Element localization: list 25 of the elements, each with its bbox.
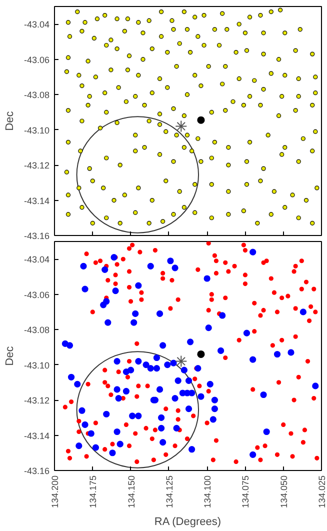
y-tick-label: -43.16	[24, 231, 50, 241]
y-tick-label: -43.10	[24, 360, 50, 370]
x-tick-label: 134.025	[317, 475, 327, 508]
x-tick-label: 134.050	[278, 475, 289, 508]
x-tick-label: 134.200	[50, 475, 60, 508]
y-tick-label: -43.10	[24, 125, 50, 136]
y-tick-label: -43.16	[24, 466, 50, 476]
x-tick-label: 134.175	[88, 475, 98, 508]
x-tick-label: 134.150	[126, 475, 136, 508]
y-tick-label: -43.06	[24, 54, 50, 65]
x-axis-title: RA (Degrees)	[154, 516, 222, 528]
y-tick-label: -43.06	[24, 290, 50, 300]
y-tick-label: -43.14	[24, 196, 50, 206]
x-tick-label: 134.075	[240, 475, 251, 508]
x-tick-label: 134.125	[164, 475, 174, 508]
y-tick-label: -43.14	[24, 430, 50, 441]
y-axis-title: Dec	[4, 346, 16, 366]
y-tick-label: -43.08	[24, 325, 50, 336]
y-axis-title: Dec	[4, 110, 16, 131]
y-tick-label: -43.12	[24, 396, 50, 406]
y-tick-label: -43.08	[24, 90, 50, 100]
y-tick-label: -43.12	[24, 160, 50, 171]
x-tick-label: 134.100	[202, 475, 213, 508]
y-tick-label: -43.04	[24, 254, 50, 265]
y-tick-label: -43.04	[24, 20, 50, 30]
